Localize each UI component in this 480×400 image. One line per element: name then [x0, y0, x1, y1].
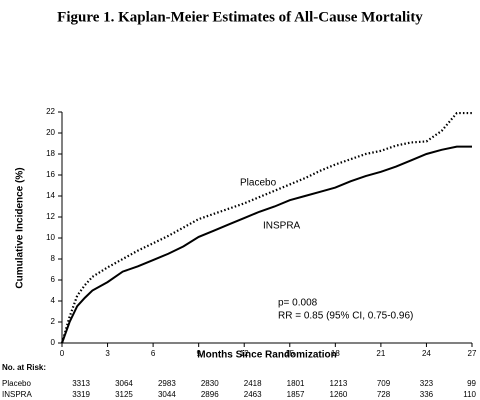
at-risk-value: 3044	[158, 390, 176, 399]
y-tick-label: 0	[51, 338, 56, 347]
x-tick-label: 3	[105, 349, 110, 358]
y-tick-label: 12	[46, 212, 55, 221]
at-risk-value: 336	[420, 390, 434, 399]
y-tick-label: 16	[46, 170, 55, 179]
at-risk-value: 709	[377, 379, 391, 388]
at-risk-value: 728	[377, 390, 391, 399]
annotation: p= 0.008	[278, 298, 318, 309]
at-risk-value: 3125	[115, 390, 133, 399]
y-tick-label: 4	[51, 296, 56, 305]
annotation: RR = 0.85 (95% CI, 0.75-0.96)	[278, 311, 413, 322]
y-tick-label: 14	[46, 191, 55, 200]
y-tick-label: 22	[46, 107, 55, 116]
x-axis-label: Months Since Randomization	[197, 350, 336, 361]
at-risk-value: 2896	[201, 390, 219, 399]
at-risk-title: No. at Risk:	[2, 363, 46, 372]
y-tick-label: 20	[46, 128, 55, 137]
series-line	[61, 145, 472, 344]
y-tick-label: 2	[51, 317, 56, 326]
x-tick-label: 27	[468, 349, 477, 358]
at-risk-value: 1260	[330, 390, 348, 399]
chart-title: Figure 1. Kaplan-Meier Estimates of All-…	[57, 9, 423, 25]
at-risk-value: 99	[467, 379, 476, 388]
series-label: INSPRA	[263, 221, 301, 232]
x-tick-label: 12	[240, 349, 249, 358]
at-risk-value: 2830	[201, 379, 219, 388]
at-risk-value: 2983	[158, 379, 176, 388]
at-risk-value: 110	[463, 390, 476, 399]
x-tick-label: 9	[196, 349, 201, 358]
series-line	[60, 111, 472, 344]
x-tick-label: 15	[285, 349, 294, 358]
at-risk-value: 3064	[115, 379, 133, 388]
x-tick-label: 0	[60, 349, 65, 358]
y-tick-label: 10	[46, 233, 55, 242]
at-risk-row-name: INSPRA	[2, 390, 32, 399]
at-risk-value: 323	[420, 379, 434, 388]
x-tick-label: 18	[331, 349, 340, 358]
x-tick-label: 24	[422, 349, 431, 358]
at-risk-value: 3319	[72, 390, 90, 399]
at-risk-value: 2463	[244, 390, 262, 399]
series-label: Placebo	[240, 178, 277, 189]
at-risk-value: 1801	[287, 379, 305, 388]
at-risk-value: 2418	[244, 379, 262, 388]
y-tick-label: 6	[51, 275, 56, 284]
x-tick-label: 21	[376, 349, 385, 358]
x-tick-label: 6	[151, 349, 156, 358]
y-axis-label: Cumulative Incidence (%)	[15, 167, 26, 288]
at-risk-value: 1213	[330, 379, 348, 388]
at-risk-value: 1857	[287, 390, 305, 399]
y-tick-label: 8	[51, 254, 56, 263]
at-risk-value: 3313	[72, 379, 90, 388]
at-risk-row-name: Placebo	[2, 379, 31, 388]
y-tick-label: 18	[46, 149, 55, 158]
